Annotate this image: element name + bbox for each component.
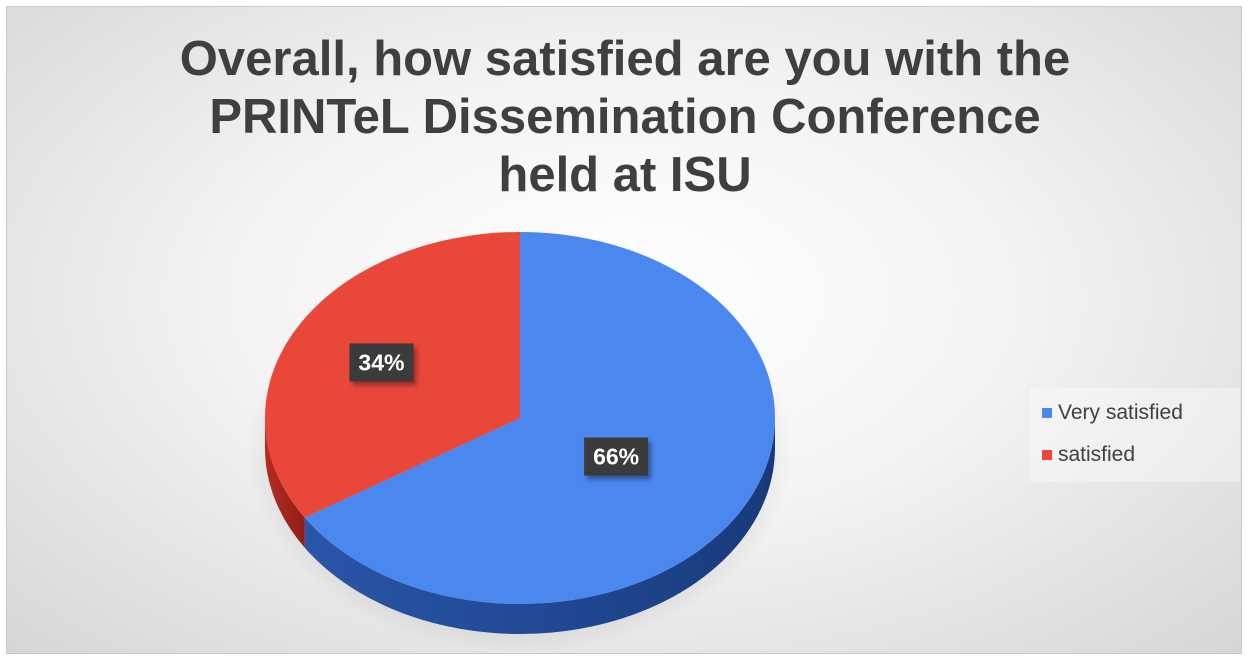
legend-swatch-satisfied bbox=[1042, 450, 1052, 460]
data-label-satisfied: 34% bbox=[349, 343, 413, 381]
data-label-text-satisfied: 34% bbox=[358, 349, 404, 375]
data-label-text-very-satisfied: 66% bbox=[593, 444, 639, 470]
legend: Very satisfied satisfied bbox=[1030, 388, 1240, 482]
legend-item-satisfied: satisfied bbox=[1042, 442, 1135, 468]
legend-label-satisfied: satisfied bbox=[1058, 443, 1135, 467]
legend-swatch-very-satisfied bbox=[1042, 408, 1052, 418]
legend-item-very-satisfied: Very satisfied bbox=[1042, 400, 1183, 426]
data-label-very-satisfied: 66% bbox=[584, 438, 648, 476]
legend-label-very-satisfied: Very satisfied bbox=[1058, 401, 1183, 425]
